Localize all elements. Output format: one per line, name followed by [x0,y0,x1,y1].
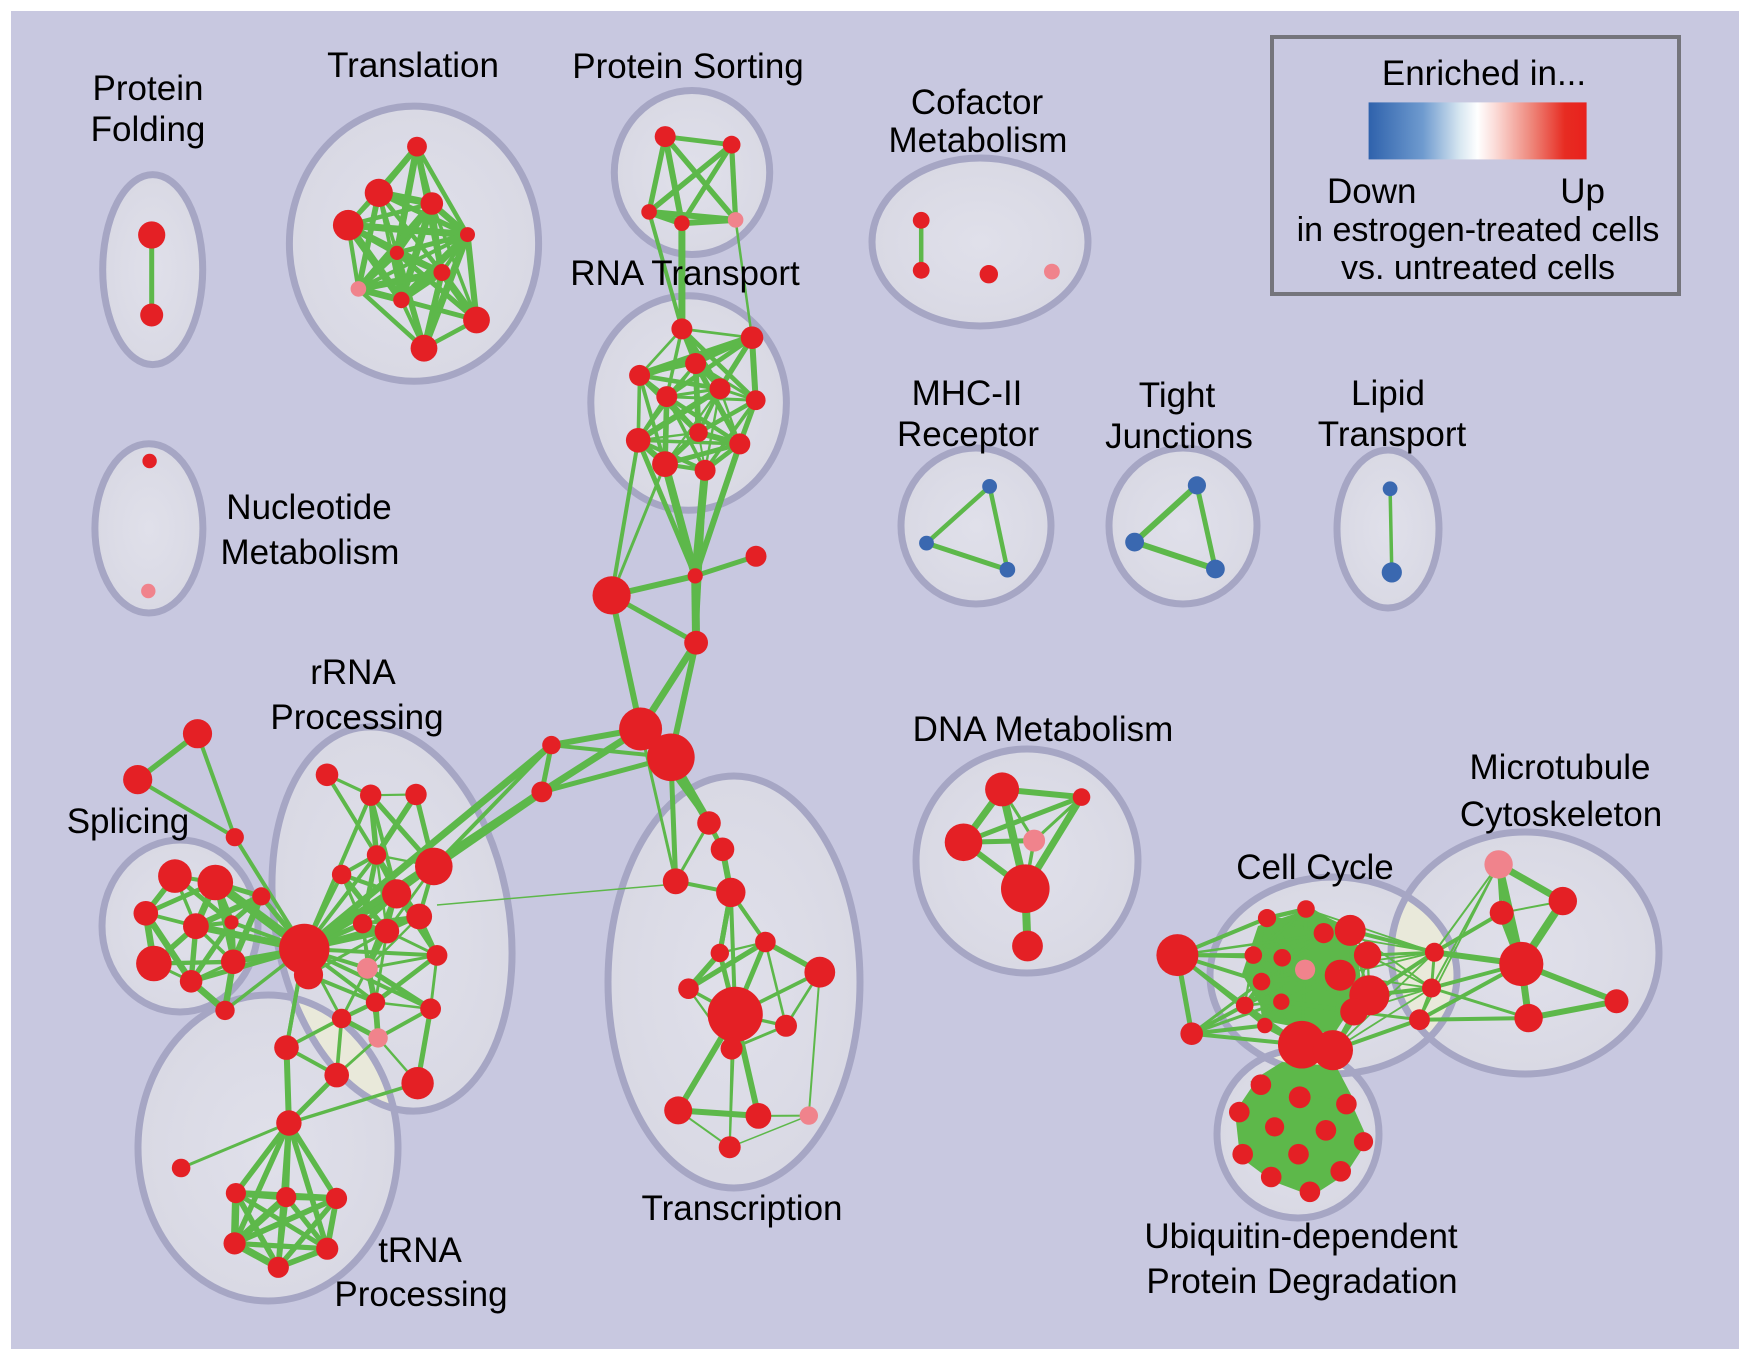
svg-text:Transcription: Transcription [642,1189,843,1228]
svg-text:Metabolism: Metabolism [889,121,1068,160]
svg-text:DNA Metabolism: DNA Metabolism [913,710,1174,749]
svg-text:rRNA: rRNA [310,653,396,692]
svg-text:Nucleotide: Nucleotide [226,488,391,527]
svg-text:Processing: Processing [334,1275,507,1314]
svg-text:MHC-II: MHC-II [912,374,1023,413]
svg-text:Receptor: Receptor [897,415,1039,454]
svg-text:Microtubule: Microtubule [1470,748,1651,787]
svg-text:Metabolism: Metabolism [221,533,400,572]
svg-text:Protein Degradation: Protein Degradation [1146,1262,1457,1301]
svg-text:tRNA: tRNA [378,1231,462,1270]
svg-text:Ubiquitin-dependent: Ubiquitin-dependent [1144,1217,1458,1256]
svg-text:in estrogen-treated cells: in estrogen-treated cells [1297,211,1660,249]
svg-text:Protein Sorting: Protein Sorting [572,47,804,86]
svg-text:Folding: Folding [91,110,206,149]
svg-text:Up: Up [1560,172,1605,211]
svg-text:vs. untreated cells: vs. untreated cells [1341,249,1615,287]
svg-text:Transport: Transport [1318,415,1467,454]
svg-text:Splicing: Splicing [67,802,190,841]
svg-text:Enriched in...: Enriched in... [1382,54,1586,93]
svg-text:Lipid: Lipid [1351,374,1425,413]
svg-text:Down: Down [1327,172,1416,211]
svg-text:Cofactor: Cofactor [911,83,1044,122]
svg-text:Processing: Processing [270,698,443,737]
svg-text:Tight: Tight [1139,376,1216,415]
svg-text:Cell Cycle: Cell Cycle [1236,848,1394,887]
svg-text:RNA Transport: RNA Transport [570,254,800,293]
svg-text:Junctions: Junctions [1105,417,1253,456]
svg-text:Translation: Translation [327,46,499,85]
svg-text:Protein: Protein [93,69,204,108]
svg-text:Cytoskeleton: Cytoskeleton [1460,795,1662,834]
